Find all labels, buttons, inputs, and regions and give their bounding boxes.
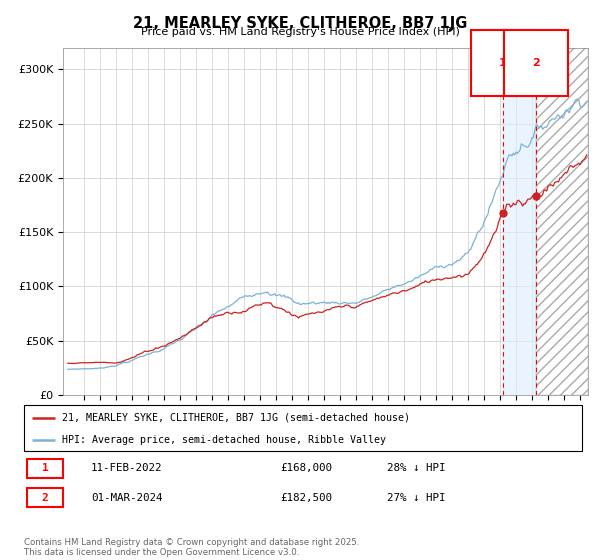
Bar [536,48,588,395]
Text: 27% ↓ HPI: 27% ↓ HPI [387,493,445,503]
Text: 2: 2 [41,493,48,503]
Text: 1: 1 [41,463,48,473]
Bar [503,48,536,395]
Text: Price paid vs. HM Land Registry's House Price Index (HPI): Price paid vs. HM Land Registry's House … [140,27,460,37]
Bar [27,488,63,507]
Text: Contains HM Land Registry data © Crown copyright and database right 2025.
This d: Contains HM Land Registry data © Crown c… [24,538,359,557]
Text: 21, MEARLEY SYKE, CLITHEROE, BB7 1JG: 21, MEARLEY SYKE, CLITHEROE, BB7 1JG [133,16,467,31]
Text: 11-FEB-2022: 11-FEB-2022 [91,463,163,473]
Text: HPI: Average price, semi-detached house, Ribble Valley: HPI: Average price, semi-detached house,… [62,435,386,445]
Text: 1: 1 [499,58,506,68]
Text: 2: 2 [532,58,540,68]
Text: 01-MAR-2024: 01-MAR-2024 [91,493,163,503]
Bar [27,459,63,478]
Text: £168,000: £168,000 [281,463,332,473]
Text: 28% ↓ HPI: 28% ↓ HPI [387,463,445,473]
Text: £182,500: £182,500 [281,493,332,503]
Bar [536,48,588,395]
Text: 21, MEARLEY SYKE, CLITHEROE, BB7 1JG (semi-detached house): 21, MEARLEY SYKE, CLITHEROE, BB7 1JG (se… [62,413,410,423]
